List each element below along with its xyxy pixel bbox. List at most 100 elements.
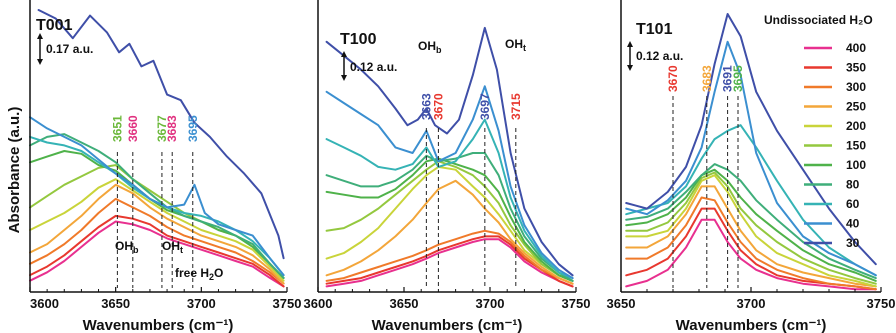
series-line-150 xyxy=(625,171,877,285)
series-line-100 xyxy=(29,150,285,279)
panel-t001-title: T001 xyxy=(36,17,73,34)
legend-label: 100 xyxy=(846,158,866,172)
x-tick-label: 3650 xyxy=(390,296,419,311)
series-line-80 xyxy=(625,163,877,280)
legend-label: 350 xyxy=(846,61,866,75)
legend-label: 30 xyxy=(846,236,860,250)
scale-bar-arrow-up-icon xyxy=(627,41,633,47)
series-line-250 xyxy=(325,179,574,285)
x-tick-label: 3700 xyxy=(187,296,216,311)
peak-marker-label: 3677 xyxy=(155,115,169,142)
series-line-300 xyxy=(625,196,877,291)
legend-label: 60 xyxy=(846,197,860,211)
x-tick-label: 3750 xyxy=(562,296,591,311)
series-line-150 xyxy=(325,160,574,282)
series-line-200 xyxy=(29,178,285,282)
x-tick-label: 3600 xyxy=(30,296,59,311)
peak-marker-label: 3670 xyxy=(431,93,445,120)
panel-t100-scale-bar: 0.12 a.u. xyxy=(341,51,397,81)
legend-label: 200 xyxy=(846,119,866,133)
series-line-100 xyxy=(325,157,574,282)
series-line-250 xyxy=(625,185,877,288)
legend: Undissociated H₂O 400 350 300 250 200 150 100 8… xyxy=(764,13,873,250)
panel-t001-annotation-free-h2o: free H2O xyxy=(175,266,223,282)
series-line-350 xyxy=(325,235,574,288)
panel-t101-x-axis-label: Wavenumbers (cm⁻¹) xyxy=(676,317,827,333)
legend-label: 300 xyxy=(846,80,866,94)
scale-bar-arrow-down-icon xyxy=(341,75,347,81)
scale-bar-arrow-down-icon xyxy=(37,59,43,65)
x-tick-label: 3600 xyxy=(304,296,333,311)
series-line-300 xyxy=(29,197,285,285)
x-tick-label: 3750 xyxy=(867,296,896,311)
legend-title: Undissociated H₂O xyxy=(764,13,873,27)
panel-t100-ticks: 3600 3650 3700 3750 xyxy=(304,287,591,311)
panel-t101-scale-bar-label: 0.12 a.u. xyxy=(636,49,683,63)
peak-marker-label: 3683 xyxy=(700,65,714,92)
peak-marker-label: 3663 xyxy=(419,93,433,120)
x-tick-label: 3700 xyxy=(737,296,766,311)
panel-t001-series-group xyxy=(29,9,285,288)
series-line-200 xyxy=(325,165,574,282)
legend-label: 250 xyxy=(846,100,866,114)
series-line-80 xyxy=(325,152,574,282)
panel-t100-annotation-oht: OHt xyxy=(505,37,526,53)
x-tick-label: 3750 xyxy=(273,296,302,311)
series-line-60 xyxy=(325,118,574,280)
scale-bar-arrow-down-icon xyxy=(627,65,633,71)
panel-t001-x-axis-label: Wavenumbers (cm⁻¹) xyxy=(83,317,234,333)
series-line-400 xyxy=(29,220,285,288)
panel-t100-annotation-ohb: OHb xyxy=(418,39,442,55)
x-tick-label: 3650 xyxy=(607,296,636,311)
x-tick-label: 3700 xyxy=(476,296,505,311)
panel-t001-scale-bar-label: 0.17 a.u. xyxy=(46,42,93,56)
series-line-350 xyxy=(29,214,285,288)
peak-marker-label: 3695 xyxy=(731,65,745,92)
panel-t001-annotation-ohb: OHb xyxy=(115,239,139,255)
series-line-40 xyxy=(325,85,574,280)
legend-label: 40 xyxy=(846,217,860,231)
panel-t001-annotation-oht: OHt xyxy=(162,239,183,255)
legend-label: 80 xyxy=(846,178,860,192)
panel-t101-title: T101 xyxy=(636,21,673,38)
series-line-100 xyxy=(625,168,877,282)
x-tick-label: 3650 xyxy=(101,296,130,311)
series-line-40 xyxy=(29,116,285,277)
peak-marker-label: 3683 xyxy=(165,115,179,142)
panel-t100-x-axis-label: Wavenumbers (cm⁻¹) xyxy=(372,317,523,333)
scale-bar-arrow-up-icon xyxy=(341,51,347,57)
y-axis-label: Absorbance (a.u.) xyxy=(6,107,23,234)
scale-bar-arrow-up-icon xyxy=(37,33,43,39)
series-line-30 xyxy=(37,9,285,260)
legend-label: 400 xyxy=(846,41,866,55)
series-line-30 xyxy=(625,13,877,266)
peak-marker-label: 3660 xyxy=(126,115,140,142)
panel-t101-series-group xyxy=(625,13,877,291)
panel-t100-series-group xyxy=(325,26,574,288)
panel-t001-ticks: 3600 3650 3700 3750 xyxy=(29,287,302,311)
series-line-200 xyxy=(625,174,877,288)
peak-marker-label: 3715 xyxy=(509,93,523,120)
panel-t001-scale-bar: 0.17 a.u. xyxy=(37,33,93,65)
series-line-30 xyxy=(325,26,574,277)
series-line-250 xyxy=(29,183,285,285)
peak-marker-label: 3695 xyxy=(186,115,200,142)
series-line-80 xyxy=(29,133,285,279)
legend-items: 400 350 300 250 200 150 100 80 60 40 30 xyxy=(804,41,866,250)
peak-marker-label: 3697 xyxy=(478,93,492,120)
series-line-300 xyxy=(325,229,574,285)
peak-marker-label: 3691 xyxy=(721,65,735,92)
panel-t100-title: T100 xyxy=(340,31,377,48)
panel-t100-scale-bar-label: 0.12 a.u. xyxy=(350,60,397,74)
peak-marker-label: 3651 xyxy=(110,115,124,142)
peak-marker-label: 3670 xyxy=(666,65,680,92)
series-line-40 xyxy=(625,40,877,277)
legend-label: 150 xyxy=(846,139,866,153)
